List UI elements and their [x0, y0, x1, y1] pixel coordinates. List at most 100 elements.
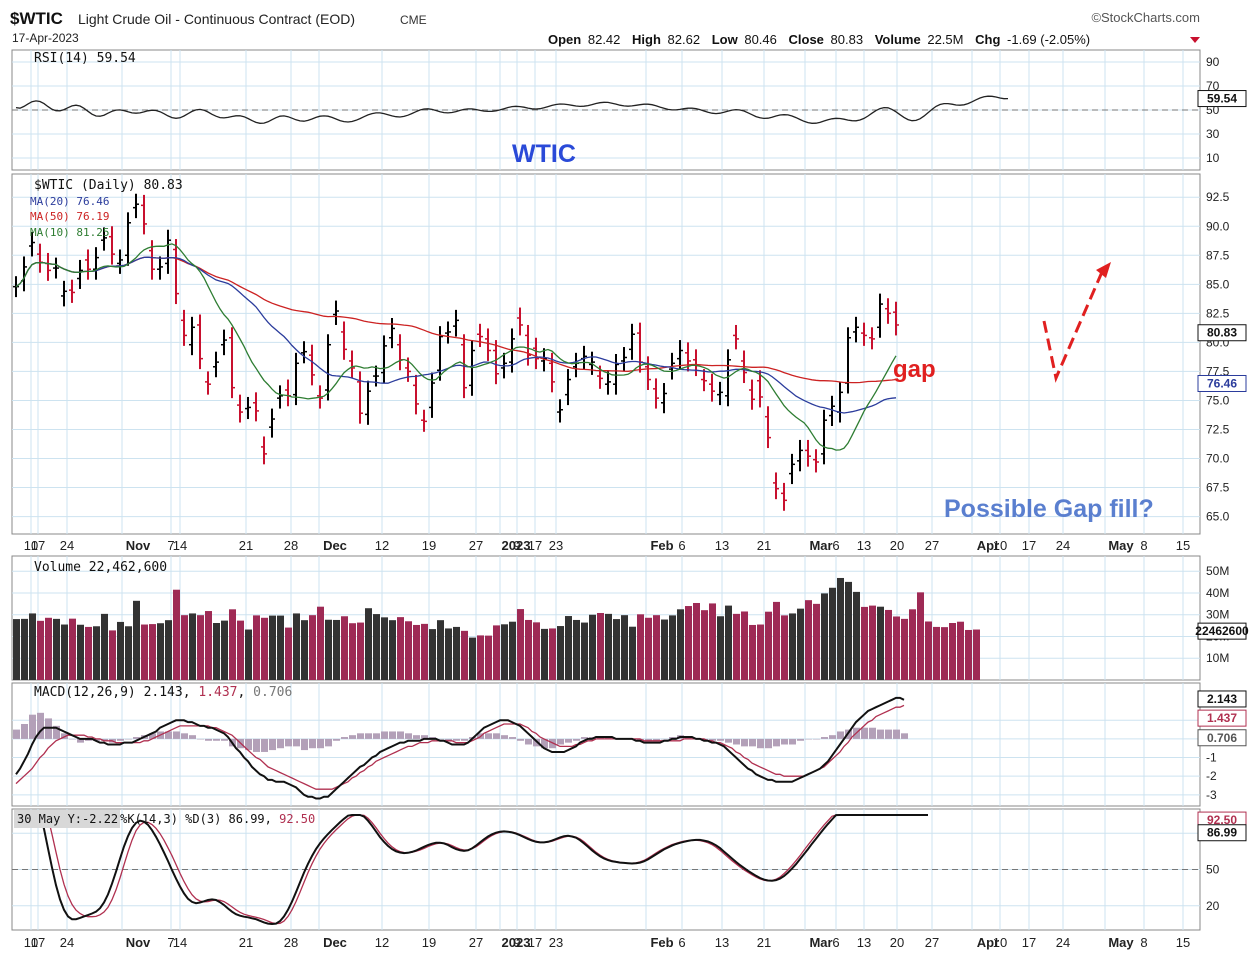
- rsi-ytick-3: 30: [1206, 127, 1220, 141]
- macd-hist-64: [269, 738, 276, 751]
- volume-bar-178: [725, 605, 732, 680]
- stoch-xlabel-0: 10: [24, 935, 38, 950]
- volume-bar-114: [469, 637, 476, 680]
- volume-bar-50: [213, 623, 220, 680]
- price-ytick-4: 82.5: [1206, 306, 1230, 320]
- close-label: Close: [789, 32, 824, 47]
- macd-hist-48: [205, 738, 212, 741]
- volume-bar-100: [413, 624, 420, 680]
- macd-hist-134: [549, 738, 556, 749]
- macd-hist-78: [325, 738, 332, 747]
- price-xlabel-20: Mar: [809, 538, 832, 553]
- stoch-xlabel-16: Feb: [650, 935, 673, 950]
- open-value: 82.42: [588, 32, 621, 47]
- stoch-xlabel-6: 21: [239, 935, 253, 950]
- stoch-xlabel-11: 27: [469, 935, 483, 950]
- volume-bar-84: [349, 623, 356, 680]
- stoch-xlabel-5: 14: [173, 935, 187, 950]
- macd-hist-118: [485, 733, 492, 739]
- volume-bar-106: [437, 620, 444, 680]
- volume-bar-16: [77, 624, 84, 680]
- volume-bar-186: [757, 624, 764, 680]
- volume-bar-174: [709, 603, 716, 680]
- hist-last-tag-box: [1197, 729, 1247, 747]
- macd-hist-122: [501, 735, 508, 739]
- volume-bar-46: [197, 615, 204, 680]
- macd-hist-74: [309, 738, 316, 749]
- volume-bar-108: [445, 628, 452, 680]
- price-xlabel-26: 10: [993, 538, 1007, 553]
- macd-hist-44: [189, 735, 196, 739]
- macd-hist-142: [581, 737, 588, 739]
- price-xlabel-21: 6: [832, 538, 839, 553]
- volume-ytick-4: 10M: [1206, 651, 1229, 665]
- volume-bar-238: [965, 629, 972, 680]
- macd-hist-20: [93, 738, 100, 741]
- macd-hist-182: [741, 738, 748, 747]
- macd-hist-202: [821, 737, 828, 739]
- volume-bar-112: [461, 630, 468, 680]
- gap-annotation: gap: [893, 356, 936, 383]
- macd-hist-160: [653, 738, 660, 741]
- volume-bar-142: [581, 622, 588, 680]
- stoch-xlabel-21: 6: [832, 935, 839, 950]
- volume-bar-80: [333, 619, 340, 680]
- volume-bar-196: [797, 608, 804, 680]
- ohlc-summary: Open 82.42 High 82.62 Low 80.46 Close 80…: [548, 32, 1200, 47]
- volume-bar-78: [325, 619, 332, 680]
- volume-bar-90: [373, 614, 380, 680]
- ma20-last-tag: 76.46: [1207, 376, 1237, 390]
- stoch-xlabel-7: 28: [284, 935, 298, 950]
- macd-hist-92: [381, 731, 388, 739]
- macd-hist-120: [493, 733, 500, 739]
- volume-bar-136: [557, 626, 564, 680]
- macd-hist-214: [869, 727, 876, 739]
- rsi-last-tag-box: [1197, 90, 1247, 108]
- macd-hist-90: [373, 733, 380, 739]
- stoch-xlabel-13: 9: [513, 935, 520, 950]
- volume-bar-56: [237, 620, 244, 680]
- price-xlabel-31: 15: [1176, 538, 1190, 553]
- price-ytick-0: 92.5: [1206, 190, 1230, 204]
- macd-hist-158: [645, 738, 652, 741]
- stoch-xlabel-3: Nov: [126, 935, 151, 950]
- stoch-legend-d: 92.50: [279, 812, 315, 826]
- macd-hist-34: [149, 733, 156, 739]
- macd-last-tag: 2.143: [1207, 692, 1237, 706]
- volume-bar-110: [453, 626, 460, 680]
- stoch-legend-rest: %K(14,3) %D(3) 86.99,: [120, 812, 279, 826]
- volume-bar-172: [701, 610, 708, 680]
- stoch-xlabel-2: 24: [60, 935, 74, 950]
- volume-bar-2: [21, 618, 28, 680]
- ma50-legend: MA(50) 76.19: [30, 210, 109, 223]
- macd-hist-52: [221, 738, 228, 741]
- macd-hist-180: [733, 738, 740, 745]
- price-xlabel-6: 21: [239, 538, 253, 553]
- macd-ytick-2: -1: [1206, 751, 1217, 765]
- volume-bar-10: [53, 618, 60, 680]
- price-xlabel-14: 17: [528, 538, 542, 553]
- macd-hist-186: [757, 738, 764, 749]
- macd-panel-frame: [11, 682, 1201, 807]
- stoch-xlabel-1: 17: [31, 935, 45, 950]
- macd-hist-94: [389, 731, 396, 739]
- volume-bar-64: [269, 615, 276, 680]
- volume-bar-206: [837, 577, 844, 680]
- macd-hist-112: [461, 738, 468, 741]
- macd-hist-106: [437, 738, 444, 740]
- volume-bar-0: [13, 619, 20, 680]
- volume-bar-176: [717, 616, 724, 680]
- macd-hist-176: [717, 738, 724, 741]
- macd-hist-100: [413, 735, 420, 739]
- macd-legend-hist: 0.706: [253, 685, 292, 700]
- price-xlabel-17: 6: [678, 538, 685, 553]
- stoch-xlabel-28: 24: [1056, 935, 1070, 950]
- svg-text:Open 82.42 Hig: Open 82.42 High 82.62 Low 80.46 Close 80…: [548, 32, 1090, 47]
- stoch-xlabel-22: 13: [857, 935, 871, 950]
- volume-bar-12: [61, 624, 68, 680]
- macd-hist-196: [797, 738, 804, 741]
- volume-ytick-0: 50M: [1206, 564, 1229, 578]
- macd-hist-22: [101, 738, 108, 741]
- macd-hist-218: [885, 729, 892, 739]
- volume-bar-86: [357, 622, 364, 680]
